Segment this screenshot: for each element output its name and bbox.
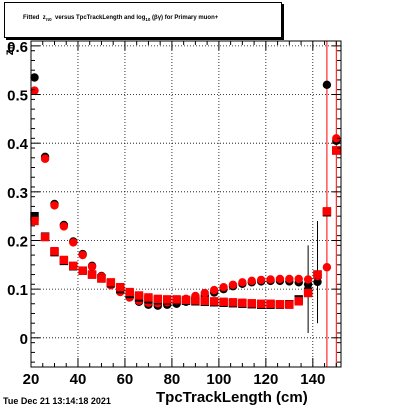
- title-box: Fitted zπ0 versus TpcTrackLength and log…: [4, 2, 282, 38]
- data-point-circle: [238, 278, 247, 287]
- data-point-square: [322, 207, 332, 216]
- data-point-square: [144, 293, 153, 302]
- title-var-sub: π: [45, 17, 50, 23]
- grid-lines: [30, 41, 341, 367]
- data-point-square: [200, 296, 209, 306]
- x-tick-label: 20: [23, 371, 40, 388]
- axis-ticks: [30, 41, 341, 367]
- x-tick-labels: 20 40 60 80 100 120 140: [23, 371, 326, 388]
- data-point-circle: [266, 275, 275, 284]
- data-point-square: [69, 261, 78, 270]
- data-point-circle: [40, 154, 50, 163]
- data-point-square: [59, 255, 69, 265]
- data-point-circle: [87, 262, 97, 271]
- x-tick-label: 100: [206, 371, 231, 388]
- y-tick-labels: 0 0.1 0.2 0.3 0.4 0.5 0.6: [7, 39, 29, 348]
- y-tick-label: 0.1: [7, 282, 28, 299]
- data-point-square: [219, 297, 228, 306]
- data-point-square: [78, 266, 87, 275]
- data-point-square: [30, 216, 39, 226]
- data-point-square: [97, 274, 106, 283]
- data-point-square: [134, 291, 144, 300]
- title-prefix: Fitted: [23, 15, 40, 21]
- timestamp: Tue Dec 21 13:14:18 2021: [3, 396, 111, 406]
- data-point-square: [294, 297, 303, 306]
- series-3: [30, 146, 341, 309]
- data-point-circle: [294, 274, 303, 284]
- title-suffix: for Primary muon+: [164, 15, 219, 21]
- series-2: [30, 146, 341, 309]
- data-point-square: [87, 270, 97, 279]
- data-point-square: [50, 246, 59, 256]
- data-point-circle: [256, 275, 266, 285]
- data-point-square: [303, 288, 313, 298]
- data-point-circle: [50, 201, 59, 210]
- data-point-circle: [303, 275, 313, 284]
- data-point-circle: [219, 283, 228, 292]
- data-point-square: [266, 299, 275, 308]
- title-log-sub: 10: [145, 17, 151, 23]
- error-bars: [307, 41, 337, 367]
- data-point-circle: [275, 274, 285, 284]
- data-point-square: [125, 287, 134, 297]
- data-point-circle: [78, 250, 87, 260]
- data-point-circle: [200, 288, 209, 298]
- y-tick-label: 0.3: [7, 185, 28, 202]
- data-point-circle: [285, 274, 294, 284]
- title-middle: versus TpcTrackLength and log: [55, 15, 146, 21]
- data-point-square: [285, 300, 294, 309]
- y-tick-label: 0: [20, 331, 28, 348]
- x-tick-label: 120: [253, 371, 278, 388]
- data-point-square: [116, 283, 125, 292]
- y-tick-label: 0.6: [7, 39, 28, 56]
- data-point-square: [191, 296, 200, 305]
- y-tick-label: 0.5: [7, 88, 28, 105]
- data-point-circle: [322, 80, 332, 89]
- data-point-square: [106, 278, 116, 287]
- x-tick-label: 140: [300, 371, 325, 388]
- data-point-square: [163, 295, 172, 304]
- plot-frame: [30, 40, 342, 368]
- title-var-sub2: 0: [49, 17, 52, 23]
- x-tick-label: 80: [164, 371, 181, 388]
- data-point-circle: [30, 86, 39, 95]
- data-point-square: [172, 295, 181, 304]
- data-point-circle: [228, 280, 238, 289]
- data-point-square: [209, 297, 219, 306]
- y-tick-label: 0.2: [7, 233, 28, 250]
- y-axis-label: zπ: [2, 44, 16, 56]
- data-point-square: [153, 294, 163, 304]
- data-point-circle: [247, 276, 256, 286]
- data-point-square: [181, 295, 191, 305]
- data-point-circle: [332, 134, 341, 143]
- chart-title: Fitted zπ0 versus TpcTrackLength and log…: [23, 15, 218, 22]
- y-tick-label: 0.4: [7, 136, 29, 153]
- data-point-circle: [69, 238, 78, 247]
- title-var: z: [42, 15, 46, 21]
- x-axis-label: TpcTrackLength (cm): [156, 389, 308, 406]
- data-point-circle: [322, 263, 332, 272]
- series-1: [30, 86, 341, 308]
- data-point-circle: [313, 277, 322, 287]
- data-point-square: [40, 232, 50, 242]
- data-point-square: [228, 298, 238, 307]
- data-point-circle: [59, 222, 69, 231]
- data-point-square: [247, 299, 256, 308]
- data-point-square: [313, 270, 322, 279]
- data-point-circle: [30, 73, 39, 82]
- data-point-circle: [209, 285, 219, 295]
- data-point-square: [256, 299, 266, 308]
- data-markers: [30, 73, 341, 310]
- x-tick-label: 40: [70, 371, 87, 388]
- data-point-square: [275, 300, 285, 309]
- data-point-square: [332, 146, 341, 155]
- x-tick-label: 60: [117, 371, 134, 388]
- title-log-arg: (βγ): [152, 15, 164, 21]
- data-point-square: [238, 298, 247, 307]
